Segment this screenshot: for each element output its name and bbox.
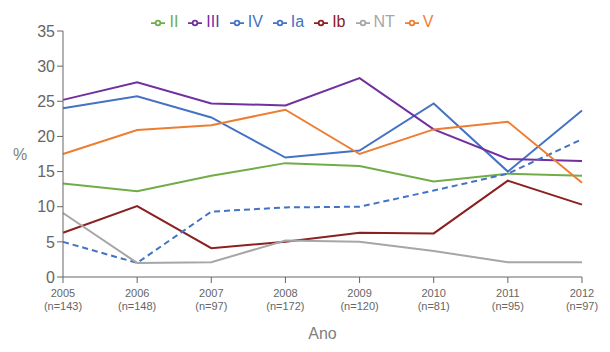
svg-text:%: %: [13, 146, 27, 163]
svg-text:25: 25: [37, 93, 55, 110]
svg-text:20: 20: [37, 128, 55, 145]
svg-text:2006(n=148): 2006(n=148): [118, 287, 156, 312]
html-text:Ia: Ia: [290, 13, 305, 30]
svg-text:35: 35: [37, 23, 55, 40]
html-text:V: V: [422, 13, 434, 30]
svg-text:10: 10: [37, 198, 55, 215]
svg-text:2012(n=97): 2012(n=97): [566, 287, 598, 312]
svg-text:2007(n=97): 2007(n=97): [195, 287, 227, 312]
svg-text:5: 5: [46, 234, 55, 251]
html-text:NT: NT: [373, 13, 395, 30]
html-text:II: II: [169, 13, 179, 30]
html-text:IV: IV: [247, 13, 263, 30]
html-text:III: III: [206, 13, 220, 30]
svg-text:15: 15: [37, 163, 55, 180]
svg-text:2010(n=81): 2010(n=81): [418, 287, 450, 312]
svg-text:2009(n=120): 2009(n=120): [340, 287, 378, 312]
svg-text:0: 0: [46, 269, 55, 286]
svg-text:2005(n=143): 2005(n=143): [44, 287, 82, 312]
svg-text:Ano: Ano: [308, 325, 337, 342]
svg-text:30: 30: [37, 58, 55, 75]
html-text:Ib: Ib: [332, 13, 346, 30]
svg-text:2011(n=95): 2011(n=95): [492, 287, 524, 312]
svg-text:2008(n=172): 2008(n=172): [266, 287, 304, 312]
